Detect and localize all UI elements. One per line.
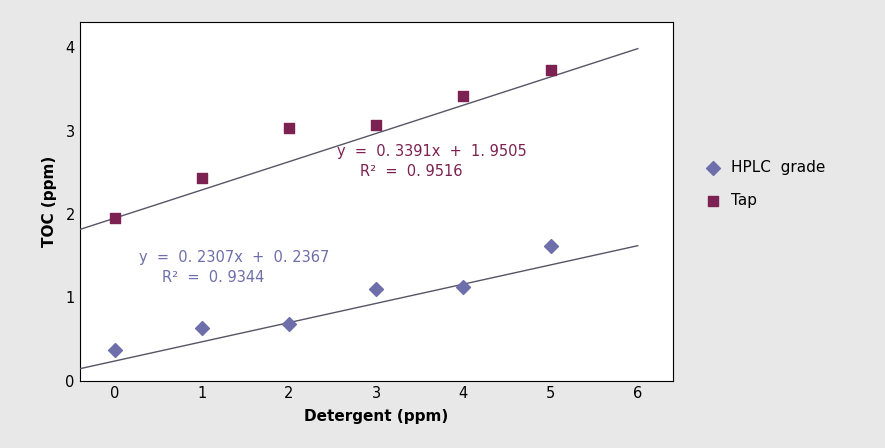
Point [195, 175, 209, 182]
Point [457, 284, 471, 291]
Y-axis label: TOC (ppm): TOC (ppm) [42, 156, 57, 247]
Text: R²  =  0. 9344: R² = 0. 9344 [163, 271, 265, 285]
Point [195, 325, 209, 332]
Point [107, 346, 121, 353]
Legend: HPLC  grade, Tap: HPLC grade, Tap [704, 159, 826, 208]
Point [369, 285, 383, 293]
Point [281, 320, 296, 327]
Point [543, 242, 558, 250]
Point [281, 125, 296, 132]
Point [543, 66, 558, 73]
Text: y  =  0. 2307x  +  0. 2367: y = 0. 2307x + 0. 2367 [139, 250, 329, 266]
Point [457, 92, 471, 99]
Text: R²  =  0. 9516: R² = 0. 9516 [360, 164, 463, 179]
X-axis label: Detergent (ppm): Detergent (ppm) [304, 409, 448, 424]
Point [107, 215, 121, 222]
Point [369, 121, 383, 129]
Text: y  =  0. 3391x  +  1. 9505: y = 0. 3391x + 1. 9505 [337, 144, 527, 159]
